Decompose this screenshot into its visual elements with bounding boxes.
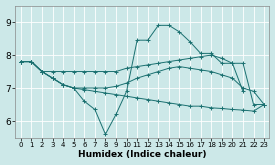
X-axis label: Humidex (Indice chaleur): Humidex (Indice chaleur) [78,150,207,159]
